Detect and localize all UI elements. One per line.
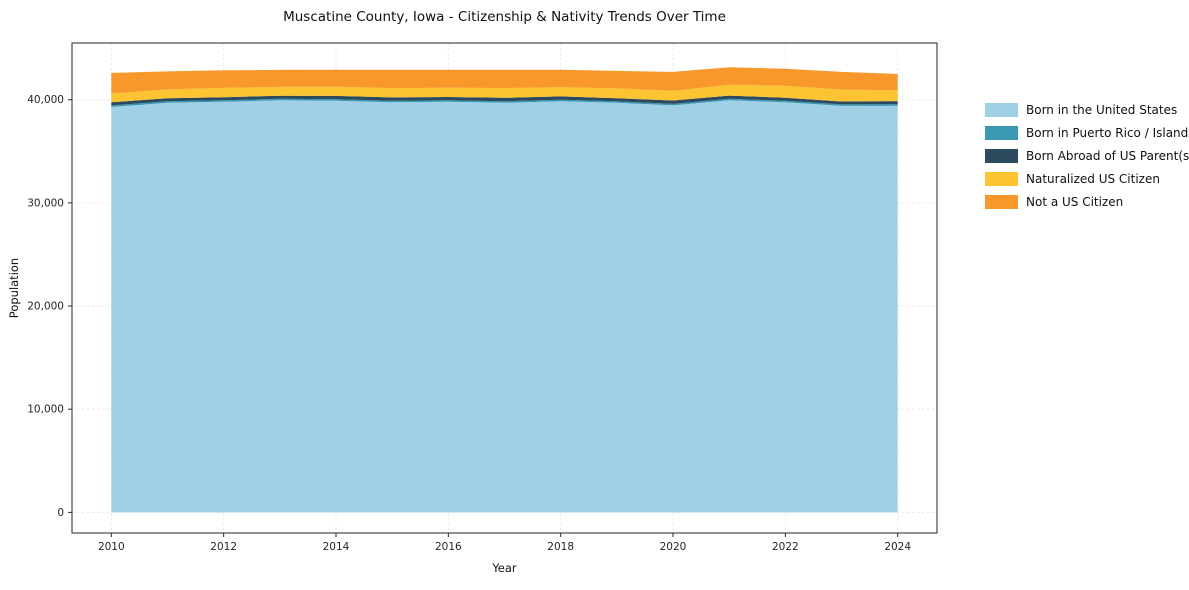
y-tick-label: 0 — [57, 507, 64, 519]
legend-label: Born in Puerto Rico / Islands — [1026, 126, 1189, 140]
y-tick-label: 40,000 — [27, 94, 64, 106]
y-tick-label: 20,000 — [27, 301, 64, 313]
area-series — [111, 95, 898, 106]
legend-swatch — [985, 195, 1018, 209]
legend-swatch — [985, 103, 1018, 117]
chart-title: Muscatine County, Iowa - Citizenship & N… — [283, 9, 726, 25]
legend-item: Born in Puerto Rico / Islands — [985, 126, 1189, 140]
area-series — [111, 100, 898, 513]
legend-label: Born Abroad of US Parent(s) — [1026, 149, 1189, 163]
x-tick-label: 2010 — [98, 541, 125, 553]
x-tick-label: 2016 — [435, 541, 462, 553]
legend-label: Born in the United States — [1026, 103, 1178, 117]
y-axis-label: Population — [7, 257, 21, 319]
legend-swatch — [985, 149, 1018, 163]
legend-swatch — [985, 172, 1018, 186]
legend-swatch — [985, 126, 1018, 140]
x-tick-label: 2018 — [547, 541, 574, 553]
legend: Born in the United States Born in Puerto … — [985, 103, 1189, 209]
y-tick-label: 30,000 — [27, 197, 64, 209]
area-series — [111, 84, 898, 103]
y-tick-label: 10,000 — [27, 404, 64, 416]
x-tick-label: 2020 — [660, 541, 687, 553]
area-series — [111, 67, 898, 94]
legend-item: Not a US Citizen — [985, 195, 1189, 209]
legend-item: Born in the United States — [985, 103, 1189, 117]
x-tick-label: 2014 — [323, 541, 350, 553]
x-tick-label: 2022 — [772, 541, 799, 553]
legend-label: Not a US Citizen — [1026, 195, 1124, 209]
legend-item: Naturalized US Citizen — [985, 172, 1189, 186]
x-tick-label: 2024 — [884, 541, 911, 553]
legend-item: Born Abroad of US Parent(s) — [985, 149, 1189, 163]
x-axis-label: Year — [492, 561, 517, 575]
x-tick-label: 2012 — [210, 541, 237, 553]
legend-label: Naturalized US Citizen — [1026, 172, 1160, 186]
plot-border — [71, 42, 938, 534]
